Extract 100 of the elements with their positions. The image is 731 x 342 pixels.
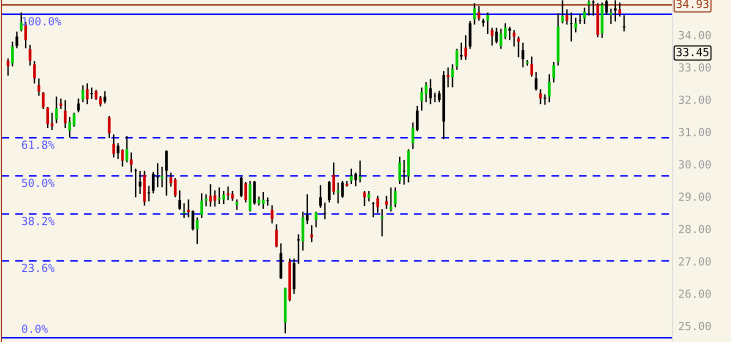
annotation: 23.6%: [22, 264, 55, 272]
y-tick-label: 26.00: [678, 290, 711, 298]
candlestick: [416, 106, 419, 132]
y-tick-label: 29.00: [678, 192, 711, 201]
candlestick: [478, 6, 480, 21]
candlestick: [16, 32, 18, 48]
candlestick: [244, 182, 248, 202]
candlestick: [178, 190, 182, 210]
candlestick: [270, 205, 274, 224]
candlestick: [402, 160, 406, 185]
annotation: 0.0%: [22, 324, 48, 334]
candlestick: [592, 0, 595, 16]
annotation: 50.0%: [22, 178, 55, 188]
candlestick: [544, 94, 546, 105]
candlestick: [390, 187, 392, 212]
candlestick: [130, 152, 133, 172]
candlestick: [358, 160, 362, 182]
candlestick: [222, 190, 226, 204]
candlestick: [310, 225, 314, 242]
candlestick: [165, 150, 168, 196]
candlestick: [548, 74, 551, 102]
candlestick: [182, 203, 186, 218]
candlestick: [473, 3, 476, 25]
candlestick: [306, 194, 309, 224]
candlestick: [328, 180, 331, 202]
candlestick: [104, 91, 106, 104]
candlestick: [517, 36, 520, 58]
candlestick: [200, 193, 204, 218]
candlestick: [275, 224, 278, 248]
candlestick: [77, 98, 80, 112]
candlestick: [20, 12, 23, 32]
candlestick: [86, 83, 89, 104]
candlestick: [588, 0, 590, 16]
candlestick: [64, 100, 67, 128]
annotation: 38.2%: [22, 216, 55, 226]
candlestick: [90, 88, 94, 99]
candlestick: [11, 42, 14, 66]
candlestick: [451, 64, 454, 88]
candlestick: [526, 60, 529, 66]
candlestick: [561, 0, 564, 24]
candlestick: [522, 42, 524, 68]
candlestick: [605, 0, 608, 15]
candlestick: [354, 172, 358, 186]
candlestick: [464, 35, 468, 60]
y-tick-label: 33.00: [678, 63, 711, 72]
annotation: 61.8%: [22, 140, 55, 149]
candlestick: [610, 8, 612, 24]
candlestick: [566, 9, 568, 25]
candlestick: [622, 15, 626, 32]
candlestick: [376, 196, 380, 213]
candlestick: [495, 28, 498, 44]
candlestick: [332, 162, 336, 195]
candlestick: [28, 44, 32, 66]
candlestick: [253, 180, 256, 205]
candlestick: [126, 136, 128, 162]
y-tick-label: 32.00: [678, 96, 711, 104]
candlestick: [297, 234, 300, 264]
candlestick: [530, 56, 534, 77]
candlestick: [174, 178, 177, 198]
candlestick: [482, 18, 485, 27]
candlestick: [468, 20, 472, 49]
candlestick: [583, 8, 586, 24]
y-tick-label: 27.00: [678, 257, 711, 266]
candlestick: [138, 170, 142, 194]
y-tick-label: 31.00: [678, 128, 711, 136]
annotation: 100.0%: [22, 17, 62, 26]
y-tick-label: 28.00: [678, 224, 711, 234]
candlestick: [512, 30, 516, 47]
candlestick: [116, 143, 120, 160]
candlestick: [33, 61, 36, 84]
candlestick: [618, 2, 622, 17]
candlestick: [55, 96, 58, 124]
candlestick: [160, 166, 164, 188]
candlestick: [319, 185, 322, 208]
candlestick: [398, 156, 402, 184]
candlestick: [170, 172, 172, 187]
candlestick: [108, 116, 111, 138]
candlestick: [204, 194, 208, 206]
candlestick: [72, 112, 76, 127]
candlestick: [42, 92, 45, 109]
candlestick: [38, 78, 40, 96]
candlestick: [438, 90, 441, 102]
candlestick: [148, 186, 150, 202]
candlestick: [394, 187, 397, 208]
y-tick-label: 25.00: [678, 322, 711, 330]
y-tick-label: 30.00: [678, 160, 711, 169]
y-tick-label: 34.00: [678, 30, 711, 40]
candlestick: [363, 190, 366, 206]
candlestick: [380, 209, 384, 236]
candlestick: [385, 196, 388, 209]
candlestick: [240, 176, 243, 198]
candlestick: [552, 62, 556, 82]
candlestick: [341, 180, 344, 198]
candlestick: [420, 88, 424, 111]
ref-line-label: 34.93: [676, 0, 708, 8]
candlestick: [314, 212, 318, 228]
candlestick: [236, 199, 238, 210]
candlestick: [534, 72, 538, 91]
candlestick: [209, 184, 212, 207]
candlestick: [368, 190, 370, 202]
